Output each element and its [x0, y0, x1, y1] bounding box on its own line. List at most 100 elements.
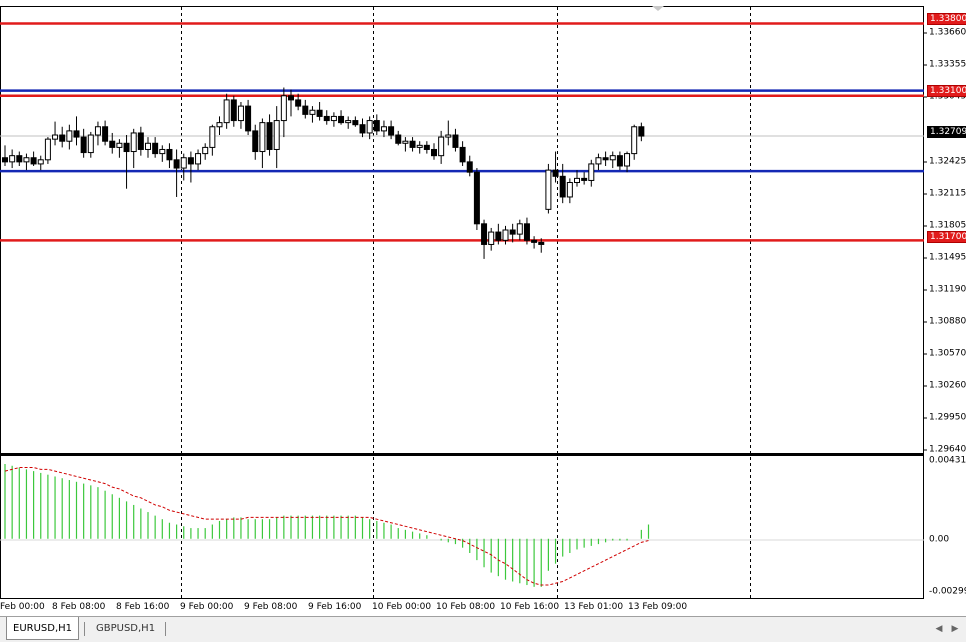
- candle: [373, 114, 380, 136]
- candle-body-bull: [180, 157, 187, 169]
- candle-body-bear: [552, 169, 559, 177]
- candle-body-bull: [23, 157, 30, 163]
- level-tag-top-red[interactable]: 1.33800: [927, 13, 966, 25]
- candle: [280, 87, 287, 138]
- horizontal-levels[interactable]: [0, 22, 924, 242]
- candle: [195, 149, 202, 171]
- oscillator-signal-line: [4, 467, 649, 586]
- chart-tab-bar: EURUSD,H1 GBPUSD,H1 ◀ ▶: [0, 616, 966, 642]
- level-tag-lower-red[interactable]: 1.31700: [927, 231, 966, 243]
- time-axis-label: 13 Feb 09:00: [628, 602, 688, 612]
- candle-body-bear: [481, 223, 488, 245]
- candle-body-bear: [2, 157, 8, 163]
- candle-body-bull: [216, 122, 223, 128]
- candle: [159, 145, 166, 162]
- candle: [445, 120, 452, 146]
- candle-body-bull: [94, 126, 101, 136]
- candle: [631, 124, 638, 160]
- candle-body-bear: [559, 175, 566, 198]
- candle: [137, 126, 144, 156]
- candle: [552, 151, 559, 183]
- candle-body-bull: [345, 120, 352, 124]
- level-tag-upper-red[interactable]: 1.33100: [927, 85, 966, 97]
- candle-body-bear: [102, 126, 109, 142]
- candle-body-bear: [302, 105, 309, 115]
- candle-body-bull: [223, 99, 230, 124]
- candle-body-bear: [388, 126, 395, 136]
- price-axis-label: 1.29640: [929, 444, 966, 455]
- candle-body-bull: [87, 134, 94, 154]
- candle: [338, 110, 345, 125]
- price-axis-label: 1.32115: [929, 188, 966, 199]
- candle: [59, 126, 66, 148]
- candle: [216, 116, 223, 136]
- candle-body-bear: [495, 231, 502, 241]
- candle-body-bear: [245, 105, 252, 132]
- candle-body-bear: [323, 115, 330, 122]
- time-axis-label: 13 Feb 01:00: [564, 602, 624, 612]
- candle-body-bull: [624, 153, 631, 167]
- candle: [502, 225, 509, 245]
- shift-marker-icon[interactable]: [652, 6, 664, 11]
- candle: [152, 137, 159, 158]
- candle-body-bear: [266, 122, 273, 150]
- candle: [531, 236, 538, 249]
- candle: [16, 151, 23, 166]
- candle: [523, 217, 530, 245]
- axis-ticks: [924, 32, 927, 451]
- tab-gbpusd-h1[interactable]: GBPUSD,H1: [96, 623, 156, 634]
- scroll-right-icon[interactable]: ▶: [951, 624, 959, 634]
- candle-body-bear: [166, 148, 173, 161]
- candle-body-bull: [159, 148, 166, 155]
- candle-body-bull: [116, 142, 123, 148]
- candle-body-bear: [409, 140, 416, 148]
- tab-eurusd-h1[interactable]: EURUSD,H1: [6, 617, 80, 640]
- candle: [23, 153, 30, 171]
- candle: [180, 153, 187, 181]
- candle: [202, 143, 209, 160]
- candle: [187, 151, 194, 183]
- candle-body-bull: [195, 153, 202, 165]
- candle-body-bear: [523, 223, 530, 241]
- candle: [452, 128, 459, 152]
- candle-body-bull: [588, 163, 595, 181]
- chart-canvas[interactable]: [0, 0, 966, 616]
- candle-body-bull: [44, 138, 51, 161]
- candle-body-bear: [252, 130, 259, 153]
- candle: [431, 143, 437, 160]
- candles: [2, 87, 645, 259]
- candle: [581, 172, 588, 185]
- candle: [359, 118, 366, 138]
- candle-body-bear: [373, 120, 380, 132]
- candle: [273, 106, 280, 169]
- candle: [574, 170, 580, 187]
- candle: [109, 132, 116, 154]
- candle-body-bear: [538, 241, 545, 245]
- candle: [380, 120, 387, 138]
- candle-body-bull: [566, 182, 573, 198]
- candle-body-bull: [609, 155, 616, 161]
- candle-body-bear: [137, 132, 144, 150]
- oscillator-axis-label: 0.004312: [929, 455, 966, 466]
- candle: [252, 124, 259, 160]
- candle: [559, 163, 566, 204]
- candle-body-bull: [309, 109, 316, 115]
- candle: [488, 227, 495, 251]
- candle-body-bull: [259, 122, 266, 153]
- candle: [616, 151, 623, 171]
- candle-body-bear: [352, 120, 359, 126]
- candle: [409, 137, 416, 152]
- candle: [295, 93, 302, 111]
- candle: [538, 238, 545, 253]
- price-axis-label: 1.29950: [929, 412, 966, 423]
- scroll-left-icon[interactable]: ◀: [935, 624, 943, 634]
- candle-body-bull: [574, 177, 580, 184]
- price-axis-label: 1.30260: [929, 380, 966, 391]
- candle-body-bear: [466, 161, 473, 173]
- candle: [395, 130, 402, 146]
- candle: [423, 141, 430, 154]
- candle: [495, 223, 502, 245]
- time-axis-label: 9 Feb 08:00: [244, 602, 298, 612]
- candle-body-bear: [316, 109, 323, 117]
- candle-body-bear: [616, 155, 623, 167]
